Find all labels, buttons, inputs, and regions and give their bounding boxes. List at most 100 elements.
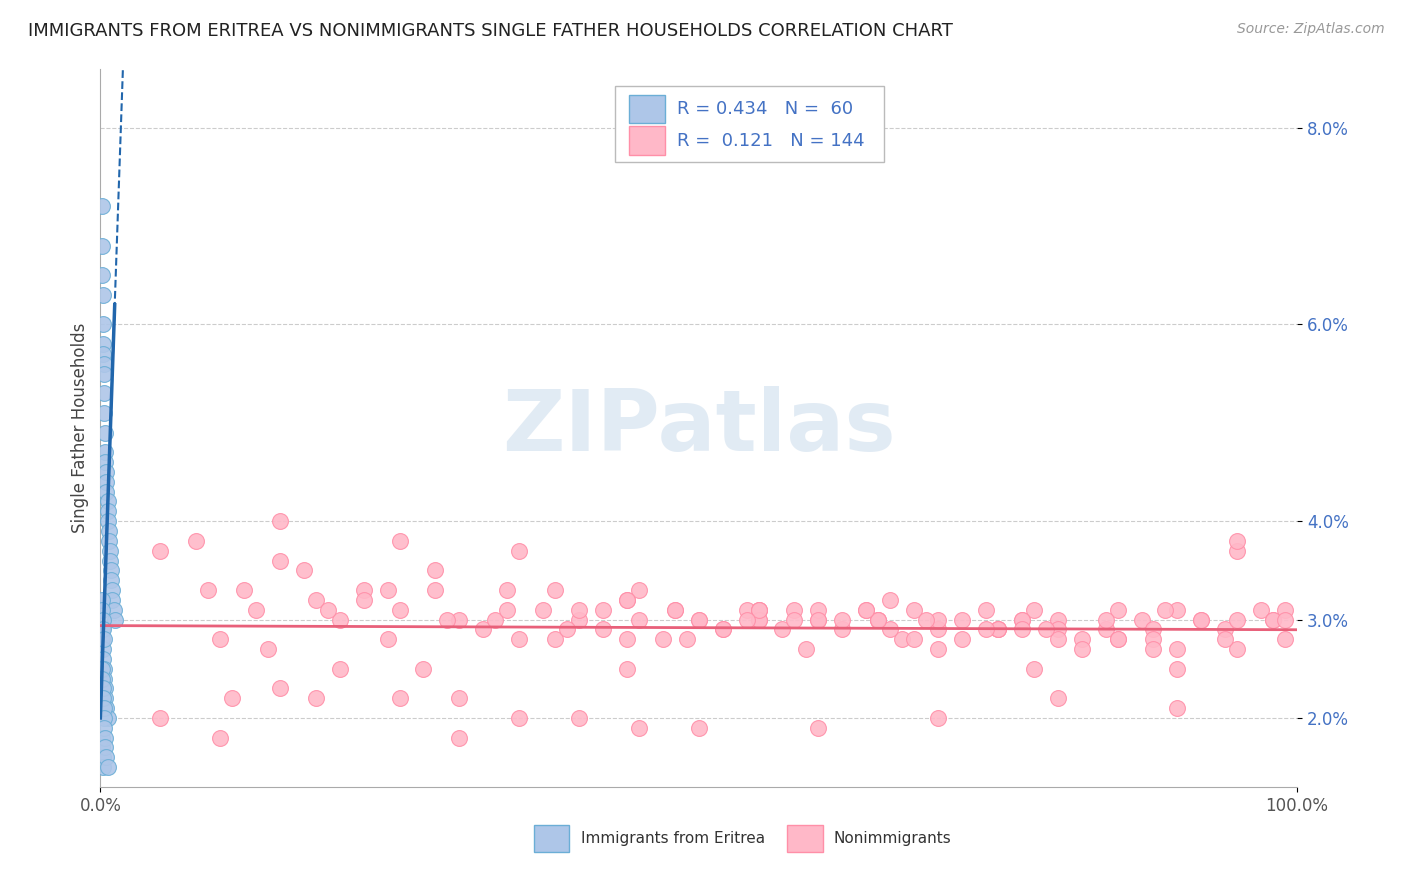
Point	[91, 347, 114, 361]
Point	[90, 238, 112, 252]
Point	[1166, 662, 1188, 676]
Point	[353, 582, 375, 597]
Point	[1046, 691, 1069, 706]
Point	[807, 721, 830, 735]
Point	[903, 632, 925, 647]
Point	[1274, 603, 1296, 617]
Point	[103, 603, 125, 617]
Point	[91, 642, 114, 657]
Point	[91, 288, 114, 302]
Point	[544, 582, 567, 597]
Point	[245, 603, 267, 617]
Point	[1130, 613, 1153, 627]
Text: Nonimmigrants: Nonimmigrants	[834, 831, 952, 846]
Point	[807, 613, 830, 627]
Point	[93, 711, 115, 725]
Point	[93, 721, 115, 735]
Point	[93, 701, 115, 715]
Point	[1142, 623, 1164, 637]
Point	[184, 533, 207, 548]
Point	[950, 632, 973, 647]
Point	[90, 632, 112, 647]
Point	[94, 455, 117, 469]
Text: Source: ZipAtlas.com: Source: ZipAtlas.com	[1237, 22, 1385, 37]
Point	[96, 514, 118, 528]
Point	[508, 632, 530, 647]
Point	[292, 563, 315, 577]
Point	[449, 691, 471, 706]
Point	[508, 543, 530, 558]
Point	[927, 623, 949, 637]
Point	[1094, 623, 1116, 637]
Point	[950, 613, 973, 627]
Point	[329, 613, 352, 627]
Point	[1263, 613, 1285, 627]
Point	[96, 465, 118, 479]
Point	[496, 582, 519, 597]
Point	[1166, 701, 1188, 715]
Point	[616, 662, 638, 676]
Point	[329, 662, 352, 676]
Point	[104, 613, 127, 627]
Point	[388, 533, 411, 548]
Point	[305, 691, 328, 706]
Point	[269, 553, 291, 567]
Point	[96, 760, 118, 774]
Point	[868, 613, 890, 627]
Text: ZIPatlas: ZIPatlas	[502, 386, 896, 469]
Point	[93, 672, 115, 686]
Point	[831, 613, 853, 627]
Point	[616, 593, 638, 607]
Point	[974, 603, 997, 617]
Point	[496, 603, 519, 617]
Point	[353, 593, 375, 607]
Text: R = 0.434   N =  60: R = 0.434 N = 60	[678, 100, 853, 118]
Point	[91, 691, 114, 706]
Point	[544, 632, 567, 647]
Point	[1022, 662, 1045, 676]
Point	[688, 613, 710, 627]
Point	[94, 681, 117, 696]
Point	[903, 603, 925, 617]
Point	[93, 357, 115, 371]
Point	[93, 406, 115, 420]
Point	[748, 603, 770, 617]
Text: Immigrants from Eritrea: Immigrants from Eritrea	[581, 831, 765, 846]
Point	[388, 603, 411, 617]
Point	[91, 750, 114, 764]
Point	[208, 731, 231, 745]
Point	[1011, 613, 1033, 627]
Point	[1011, 623, 1033, 637]
Point	[96, 701, 118, 715]
Point	[772, 623, 794, 637]
Point	[96, 711, 118, 725]
Point	[555, 623, 578, 637]
Point	[269, 514, 291, 528]
Point	[711, 623, 734, 637]
Point	[627, 613, 650, 627]
Point	[90, 662, 112, 676]
Point	[1070, 632, 1092, 647]
Point	[568, 603, 591, 617]
Point	[711, 623, 734, 637]
Point	[96, 504, 118, 518]
Point	[508, 711, 530, 725]
Point	[735, 613, 758, 627]
Point	[484, 613, 506, 627]
Point	[1166, 603, 1188, 617]
Text: R =  0.121   N = 144: R = 0.121 N = 144	[678, 132, 865, 150]
Point	[1035, 623, 1057, 637]
Point	[94, 731, 117, 745]
Point	[1189, 613, 1212, 627]
Point	[927, 711, 949, 725]
Point	[1263, 613, 1285, 627]
Point	[449, 731, 471, 745]
Point	[1094, 613, 1116, 627]
Point	[96, 494, 118, 508]
Point	[91, 337, 114, 351]
Point	[987, 623, 1010, 637]
Point	[1142, 632, 1164, 647]
Point	[868, 613, 890, 627]
Point	[568, 613, 591, 627]
Point	[616, 593, 638, 607]
